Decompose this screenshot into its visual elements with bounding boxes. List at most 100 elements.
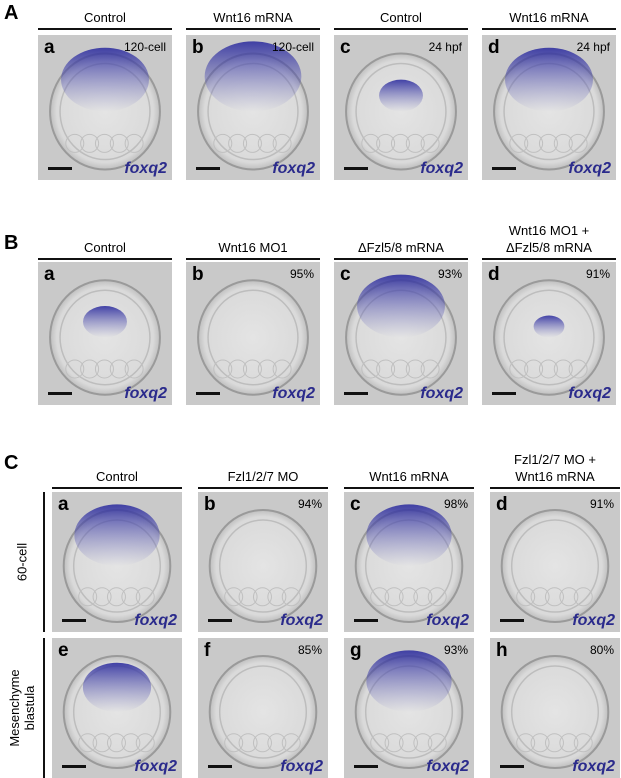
column-header: Fzl1/2/7 MO + Wnt16 mRNA [514, 452, 596, 484]
image-panel: c 24 hpf foxq2 [334, 35, 468, 180]
image-panel: d 91% foxq2 [490, 492, 620, 632]
gene-label: foxq2 [568, 385, 611, 402]
section-label: C [4, 452, 19, 474]
header-underline [490, 487, 620, 489]
gene-label: foxq2 [280, 758, 323, 775]
panel-letter: e [58, 640, 69, 661]
panel-note: 94% [297, 497, 322, 511]
header-underline [52, 487, 182, 489]
section-label: A [4, 2, 19, 24]
embryo-image [208, 509, 318, 623]
gene-label: foxq2 [420, 160, 463, 177]
column-header: Wnt16 MO1 [218, 240, 288, 255]
scale-bar [196, 167, 220, 170]
panel-note: 98% [443, 497, 468, 511]
scale-bar [62, 765, 86, 768]
scale-bar [344, 392, 368, 395]
header-underline [344, 487, 474, 489]
panel-letter: a [44, 264, 55, 285]
embryo-image [493, 47, 605, 171]
panel-note: 95% [289, 267, 314, 281]
gene-label: foxq2 [134, 612, 177, 629]
header-underline [186, 258, 320, 260]
gene-label: foxq2 [572, 612, 615, 629]
panel-note: 24 hpf [428, 40, 462, 54]
row-label: 60-cell [14, 542, 30, 582]
embryo-image [345, 274, 457, 396]
gene-label: foxq2 [272, 385, 315, 402]
panel-note: 120-cell [271, 40, 314, 54]
image-panel: b 94% foxq2 [198, 492, 328, 632]
column-header: Control [84, 240, 126, 255]
scale-bar [492, 167, 516, 170]
header-underline [38, 28, 172, 30]
header-underline [334, 28, 468, 30]
panel-letter: b [192, 37, 204, 58]
embryo-image [197, 279, 309, 396]
panel-note: 93% [437, 267, 462, 281]
panel-letter: c [340, 264, 351, 285]
scale-bar [492, 392, 516, 395]
gene-label: foxq2 [272, 160, 315, 177]
scale-bar [62, 619, 86, 622]
scale-bar [354, 765, 378, 768]
embryo-image [197, 41, 309, 171]
header-underline [334, 258, 468, 260]
row-label: Mesenchyme blastula [7, 669, 37, 747]
image-panel: e foxq2 [52, 638, 182, 778]
embryo-image [500, 655, 610, 769]
column-header: Wnt16 mRNA [213, 10, 293, 25]
header-underline [482, 258, 616, 260]
image-panel: c 98% foxq2 [344, 492, 474, 632]
row-bracket [43, 638, 45, 778]
section-label: B [4, 232, 19, 254]
scale-bar [48, 392, 72, 395]
gene-label: foxq2 [124, 385, 167, 402]
gene-label: foxq2 [420, 385, 463, 402]
scale-bar [500, 765, 524, 768]
panel-letter: a [44, 37, 55, 58]
panel-letter: c [350, 494, 361, 515]
column-header: Control [96, 469, 138, 484]
gene-label: foxq2 [134, 758, 177, 775]
embryo-image [354, 504, 464, 623]
image-panel: h 80% foxq2 [490, 638, 620, 778]
embryo-image [345, 52, 457, 171]
panel-letter: d [488, 37, 500, 58]
image-panel: a foxq2 [38, 262, 172, 405]
header-underline [198, 487, 328, 489]
gene-label: foxq2 [568, 160, 611, 177]
embryo-image [49, 47, 161, 171]
panel-note: 80% [589, 643, 614, 657]
scale-bar [500, 619, 524, 622]
column-header: ΔFzl5/8 mRNA [358, 240, 444, 255]
panel-letter: h [496, 640, 508, 661]
column-header: Wnt16 MO1 + ΔFzl5/8 mRNA [506, 223, 592, 255]
panel-note: 85% [297, 643, 322, 657]
gene-label: foxq2 [124, 160, 167, 177]
gene-label: foxq2 [426, 758, 469, 775]
image-panel: d 91% foxq2 [482, 262, 616, 405]
image-panel: g 93% foxq2 [344, 638, 474, 778]
column-header: Wnt16 mRNA [509, 10, 589, 25]
header-underline [38, 258, 172, 260]
image-panel: d 24 hpf foxq2 [482, 35, 616, 180]
scale-bar [48, 167, 72, 170]
column-header: Fzl1/2/7 MO [227, 469, 299, 484]
gene-label: foxq2 [426, 612, 469, 629]
column-header: Wnt16 mRNA [369, 469, 449, 484]
embryo-image [354, 650, 464, 769]
panel-note: 93% [443, 643, 468, 657]
image-panel: a foxq2 [52, 492, 182, 632]
panel-letter: f [204, 640, 211, 661]
panel-note: 24 hpf [576, 40, 610, 54]
scale-bar [354, 619, 378, 622]
panel-note: 120-cell [123, 40, 166, 54]
scale-bar [208, 619, 232, 622]
panel-letter: d [496, 494, 508, 515]
column-header: Control [380, 10, 422, 25]
image-panel: b 95% foxq2 [186, 262, 320, 405]
gene-label: foxq2 [572, 758, 615, 775]
scale-bar [196, 392, 220, 395]
panel-letter: d [488, 264, 500, 285]
